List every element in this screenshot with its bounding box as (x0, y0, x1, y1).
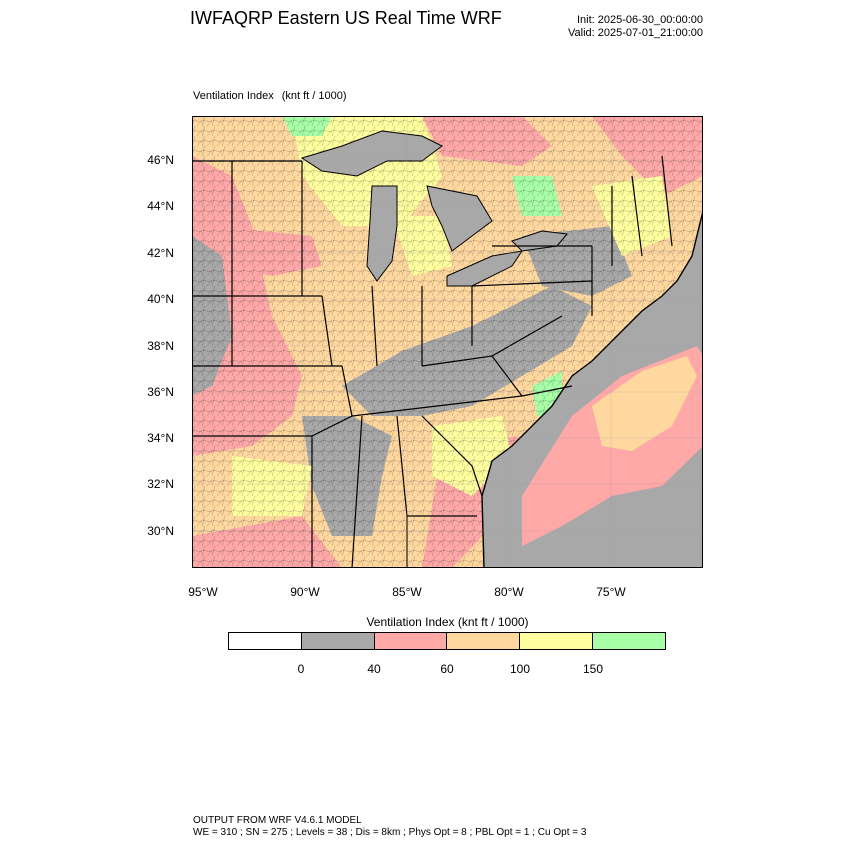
map-panel (192, 116, 703, 568)
colorbar-label-40: 40 (367, 662, 381, 676)
lon-label-90: 90°W (290, 585, 320, 599)
lat-label-34: 34°N (147, 431, 174, 445)
coastline (481, 210, 703, 568)
colorbar-title: Ventilation Index (knt ft / 1000) (366, 615, 529, 629)
colorbar-label-60: 60 (440, 662, 454, 676)
graticule (192, 116, 703, 568)
valid-time: Valid: 2025-07-01_21:00:00 (568, 27, 703, 39)
lat-label-32: 32°N (147, 477, 174, 491)
lake-michigan (366, 185, 398, 282)
lat-label-36: 36°N (147, 385, 174, 399)
lat-label-30: 30°N (147, 524, 174, 538)
colorbar-label-100: 100 (509, 662, 531, 676)
model-footer: OUTPUT FROM WRF V4.6.1 MODEL WE = 310 ; … (193, 815, 586, 839)
colorbar-box-1 (301, 633, 375, 649)
lat-label-44: 44°N (147, 199, 174, 213)
lat-label-42: 42°N (147, 246, 174, 260)
footer-line-2: WE = 310 ; SN = 275 ; Levels = 38 ; Dis … (193, 827, 587, 838)
colorbar-box-5 (593, 633, 665, 649)
footer-line-1: OUTPUT FROM WRF V4.6.1 MODEL (193, 815, 362, 826)
field-name: Ventilation Index (193, 90, 274, 102)
init-time: Init: 2025-06-30_00:00:00 (577, 14, 703, 26)
field-units: (knt ft / 1000) (281, 90, 347, 102)
lon-label-85: 85°W (392, 585, 422, 599)
colorbar-box-0 (229, 633, 302, 649)
colorbar-box-3 (447, 633, 521, 649)
colorbar-box-4 (520, 633, 594, 649)
plot-title: IWFAQRP Eastern US Real Time WRF (190, 8, 502, 28)
lon-label-75: 75°W (596, 585, 626, 599)
lat-label-38: 38°N (147, 339, 174, 353)
lon-label-95: 95°W (188, 585, 218, 599)
lat-label-46: 46°N (147, 153, 174, 167)
lake-huron (426, 185, 493, 252)
colorbar-label-150: 150 (582, 662, 604, 676)
lon-label-80: 80°W (494, 585, 524, 599)
vi-orange-offshore (592, 356, 697, 451)
colorbar (228, 632, 666, 650)
colorbar-box-2 (374, 633, 448, 649)
colorbar-label-0: 0 (297, 662, 305, 676)
field-label: Ventilation Index (knt ft / 1000) (193, 90, 347, 102)
lat-label-40: 40°N (147, 292, 174, 306)
lake-erie (446, 250, 524, 287)
